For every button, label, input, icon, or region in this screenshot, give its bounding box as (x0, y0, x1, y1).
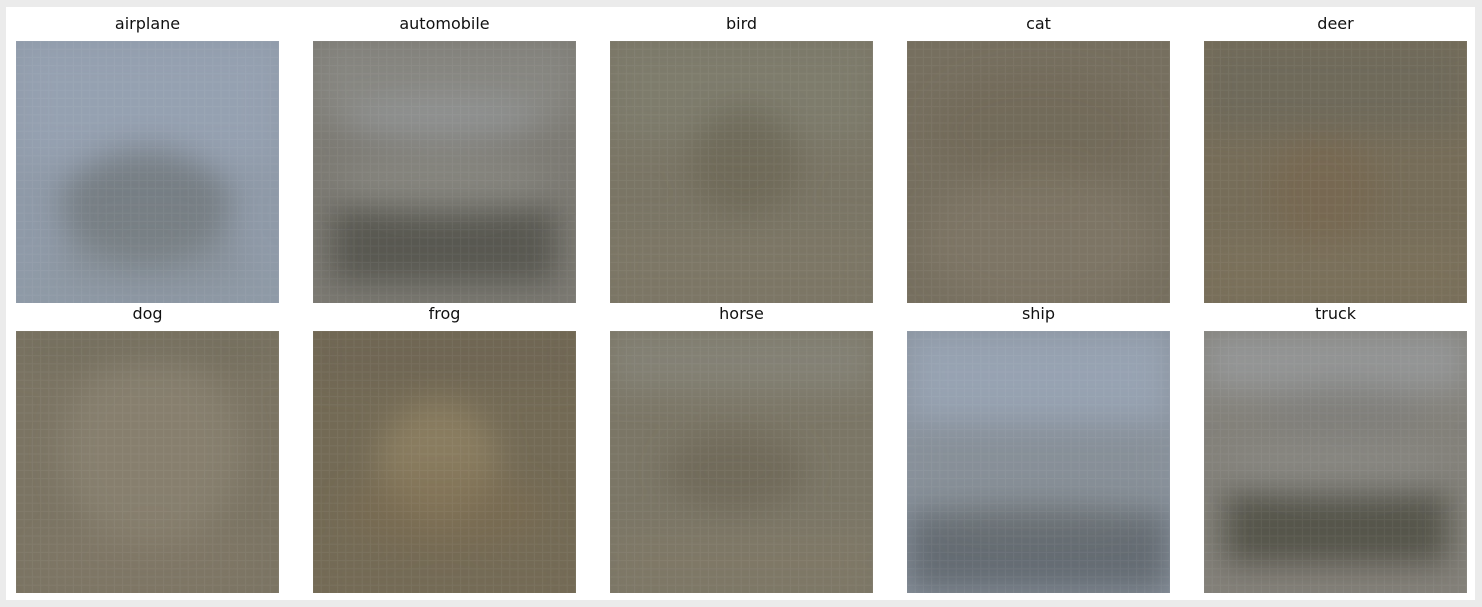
class-mean-image (907, 331, 1170, 593)
class-mean-image (16, 331, 279, 593)
blurred-image-canvas (313, 331, 576, 593)
class-mean-image (313, 41, 576, 303)
pixel-grid-overlay (313, 41, 576, 303)
panel-title: dog (132, 304, 163, 323)
blurred-image-canvas (610, 41, 873, 303)
pixel-grid-overlay (1204, 41, 1467, 303)
blurred-image-canvas (1204, 331, 1467, 593)
panel-title: bird (725, 14, 758, 33)
blurred-image-canvas (610, 331, 873, 593)
class-mean-image (1204, 331, 1467, 593)
blurred-image-canvas (1204, 41, 1467, 303)
panel-title: deer (1317, 14, 1354, 33)
class-mean-image (1204, 41, 1467, 303)
pixel-grid-overlay (610, 41, 873, 303)
panel-title: horse (719, 304, 764, 323)
pixel-grid-overlay (907, 331, 1170, 593)
blurred-image-canvas (16, 331, 279, 593)
blurred-image-canvas (907, 41, 1170, 303)
blurred-image-canvas (907, 331, 1170, 593)
class-mean-image (610, 331, 873, 593)
panel-title: airplane (114, 14, 181, 33)
pixel-grid-overlay (16, 41, 279, 303)
panel-title: automobile (399, 14, 490, 33)
pixel-grid-overlay (313, 331, 576, 593)
pixel-grid-overlay (1204, 331, 1467, 593)
blurred-image-canvas (16, 41, 279, 303)
pixel-grid-overlay (907, 41, 1170, 303)
class-mean-image (907, 41, 1170, 303)
class-mean-image (313, 331, 576, 593)
panel-title: truck (1314, 304, 1357, 323)
blurred-image-canvas (313, 41, 576, 303)
panel-title: frog (428, 304, 461, 323)
class-mean-image (16, 41, 279, 303)
panel-title: ship (1021, 304, 1056, 323)
panel-title: cat (1026, 14, 1051, 33)
class-mean-image (610, 41, 873, 303)
pixel-grid-overlay (610, 331, 873, 593)
figure: airplane automobile bird cat deer dog fr… (6, 7, 1475, 600)
pixel-grid-overlay (16, 331, 279, 593)
